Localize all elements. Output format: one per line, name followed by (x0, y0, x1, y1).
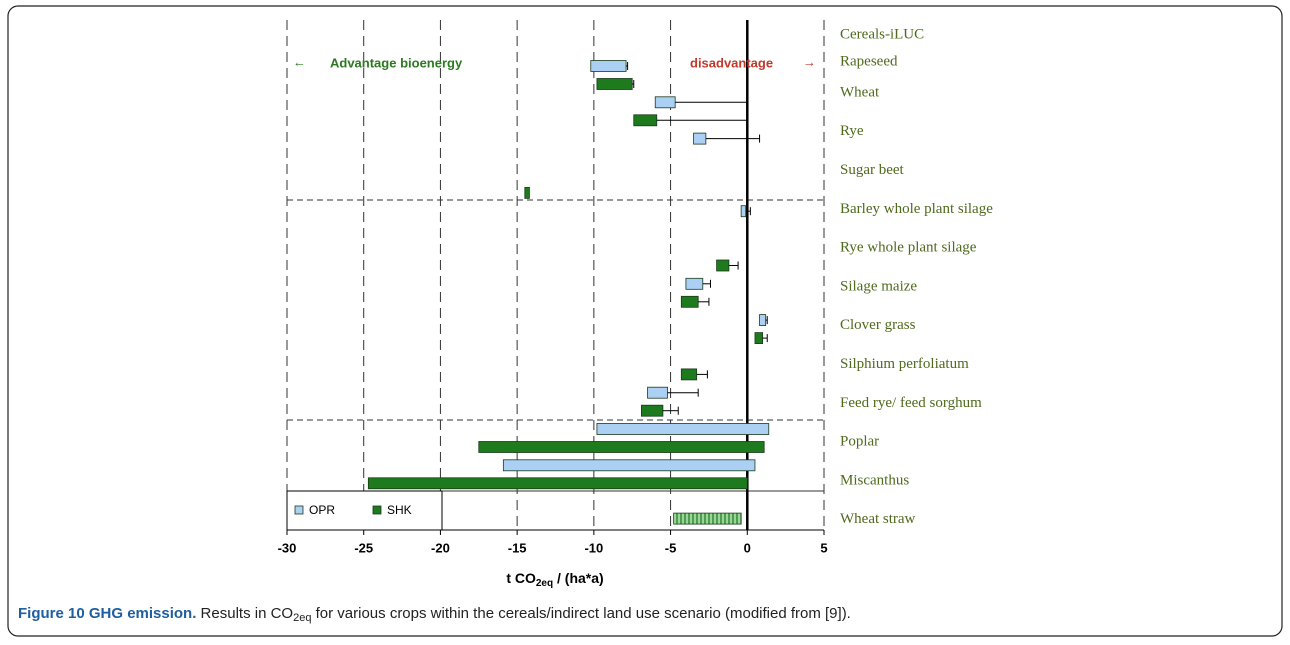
caption-label: Figure 10 GHG emission. (18, 605, 196, 622)
category-label: Wheat (840, 84, 880, 100)
category-label: Rapeseed (840, 53, 898, 69)
bar (685, 277, 704, 290)
bar (680, 295, 699, 308)
x-tick-label: 0 (744, 540, 751, 555)
heading: Cereals-iLUC (840, 26, 924, 42)
x-tick-label: -5 (665, 540, 677, 555)
bar (641, 404, 664, 417)
x-tick-label: -20 (431, 540, 450, 555)
bar (716, 259, 730, 272)
bar (633, 114, 658, 127)
category-label: Rye (840, 123, 864, 139)
bar (502, 459, 756, 472)
bar (654, 96, 676, 109)
category-label: Clover grass (840, 317, 916, 333)
x-axis-label: t CO2eq / (ha*a) (506, 570, 603, 589)
category-label: Silage maize (840, 278, 917, 294)
bar (647, 386, 668, 399)
bar (693, 132, 707, 145)
caption-sub: 2eq (293, 612, 311, 624)
x-axis-label-sub: 2eq (536, 578, 553, 589)
legend-label: SHK (387, 503, 412, 517)
bar (590, 60, 627, 72)
category-label: Sugar beet (840, 162, 905, 178)
plot: -30 -25 -20 -15 -10 -5 0 5 Rapeseed Wheat Rye Sugar… (278, 20, 993, 555)
caption-text: Results in CO (196, 605, 293, 622)
legend-swatch (294, 505, 304, 515)
x-axis-label-part: / (ha*a) (553, 570, 604, 586)
bar (680, 368, 698, 381)
category-label: Feed rye/ feed sorghum (840, 395, 982, 411)
bar (524, 186, 530, 199)
bar (478, 441, 765, 453)
category-label: Miscanthus (840, 472, 909, 488)
x-tick-label: -30 (278, 540, 297, 555)
legend-label: OPR (309, 503, 335, 517)
caption: Figure 10 GHG emission. Results in CO2eq… (18, 605, 851, 624)
category-label: Rye whole plant silage (840, 240, 977, 256)
category-label: Poplar (840, 434, 879, 450)
legend-swatch (372, 505, 382, 515)
x-tick-label: -10 (584, 540, 603, 555)
x-axis-label-part: t CO (506, 570, 536, 586)
figure-frame (7, 5, 1283, 637)
bar (596, 78, 633, 90)
category-label: Silphium perfoliatum (840, 356, 969, 372)
bar (759, 314, 767, 327)
bar (673, 512, 742, 525)
annotation-arrow: ← (293, 54, 306, 69)
caption-text: for various crops within the cereals/ind… (311, 605, 850, 622)
bar (754, 332, 764, 345)
category-label: Barley whole plant silage (840, 201, 993, 217)
annotation: disadvantage (690, 55, 773, 70)
x-tick-label: 5 (820, 540, 827, 555)
x-tick-label: -15 (508, 540, 527, 555)
bar (596, 423, 770, 435)
legend-box (286, 490, 443, 531)
annotation-arrow: → (803, 54, 816, 69)
bar (367, 477, 748, 490)
category-label: Wheat straw (840, 511, 916, 527)
annotation: Advantage bioenergy (330, 55, 463, 70)
bar (740, 205, 747, 218)
x-tick-label: -25 (354, 540, 373, 555)
